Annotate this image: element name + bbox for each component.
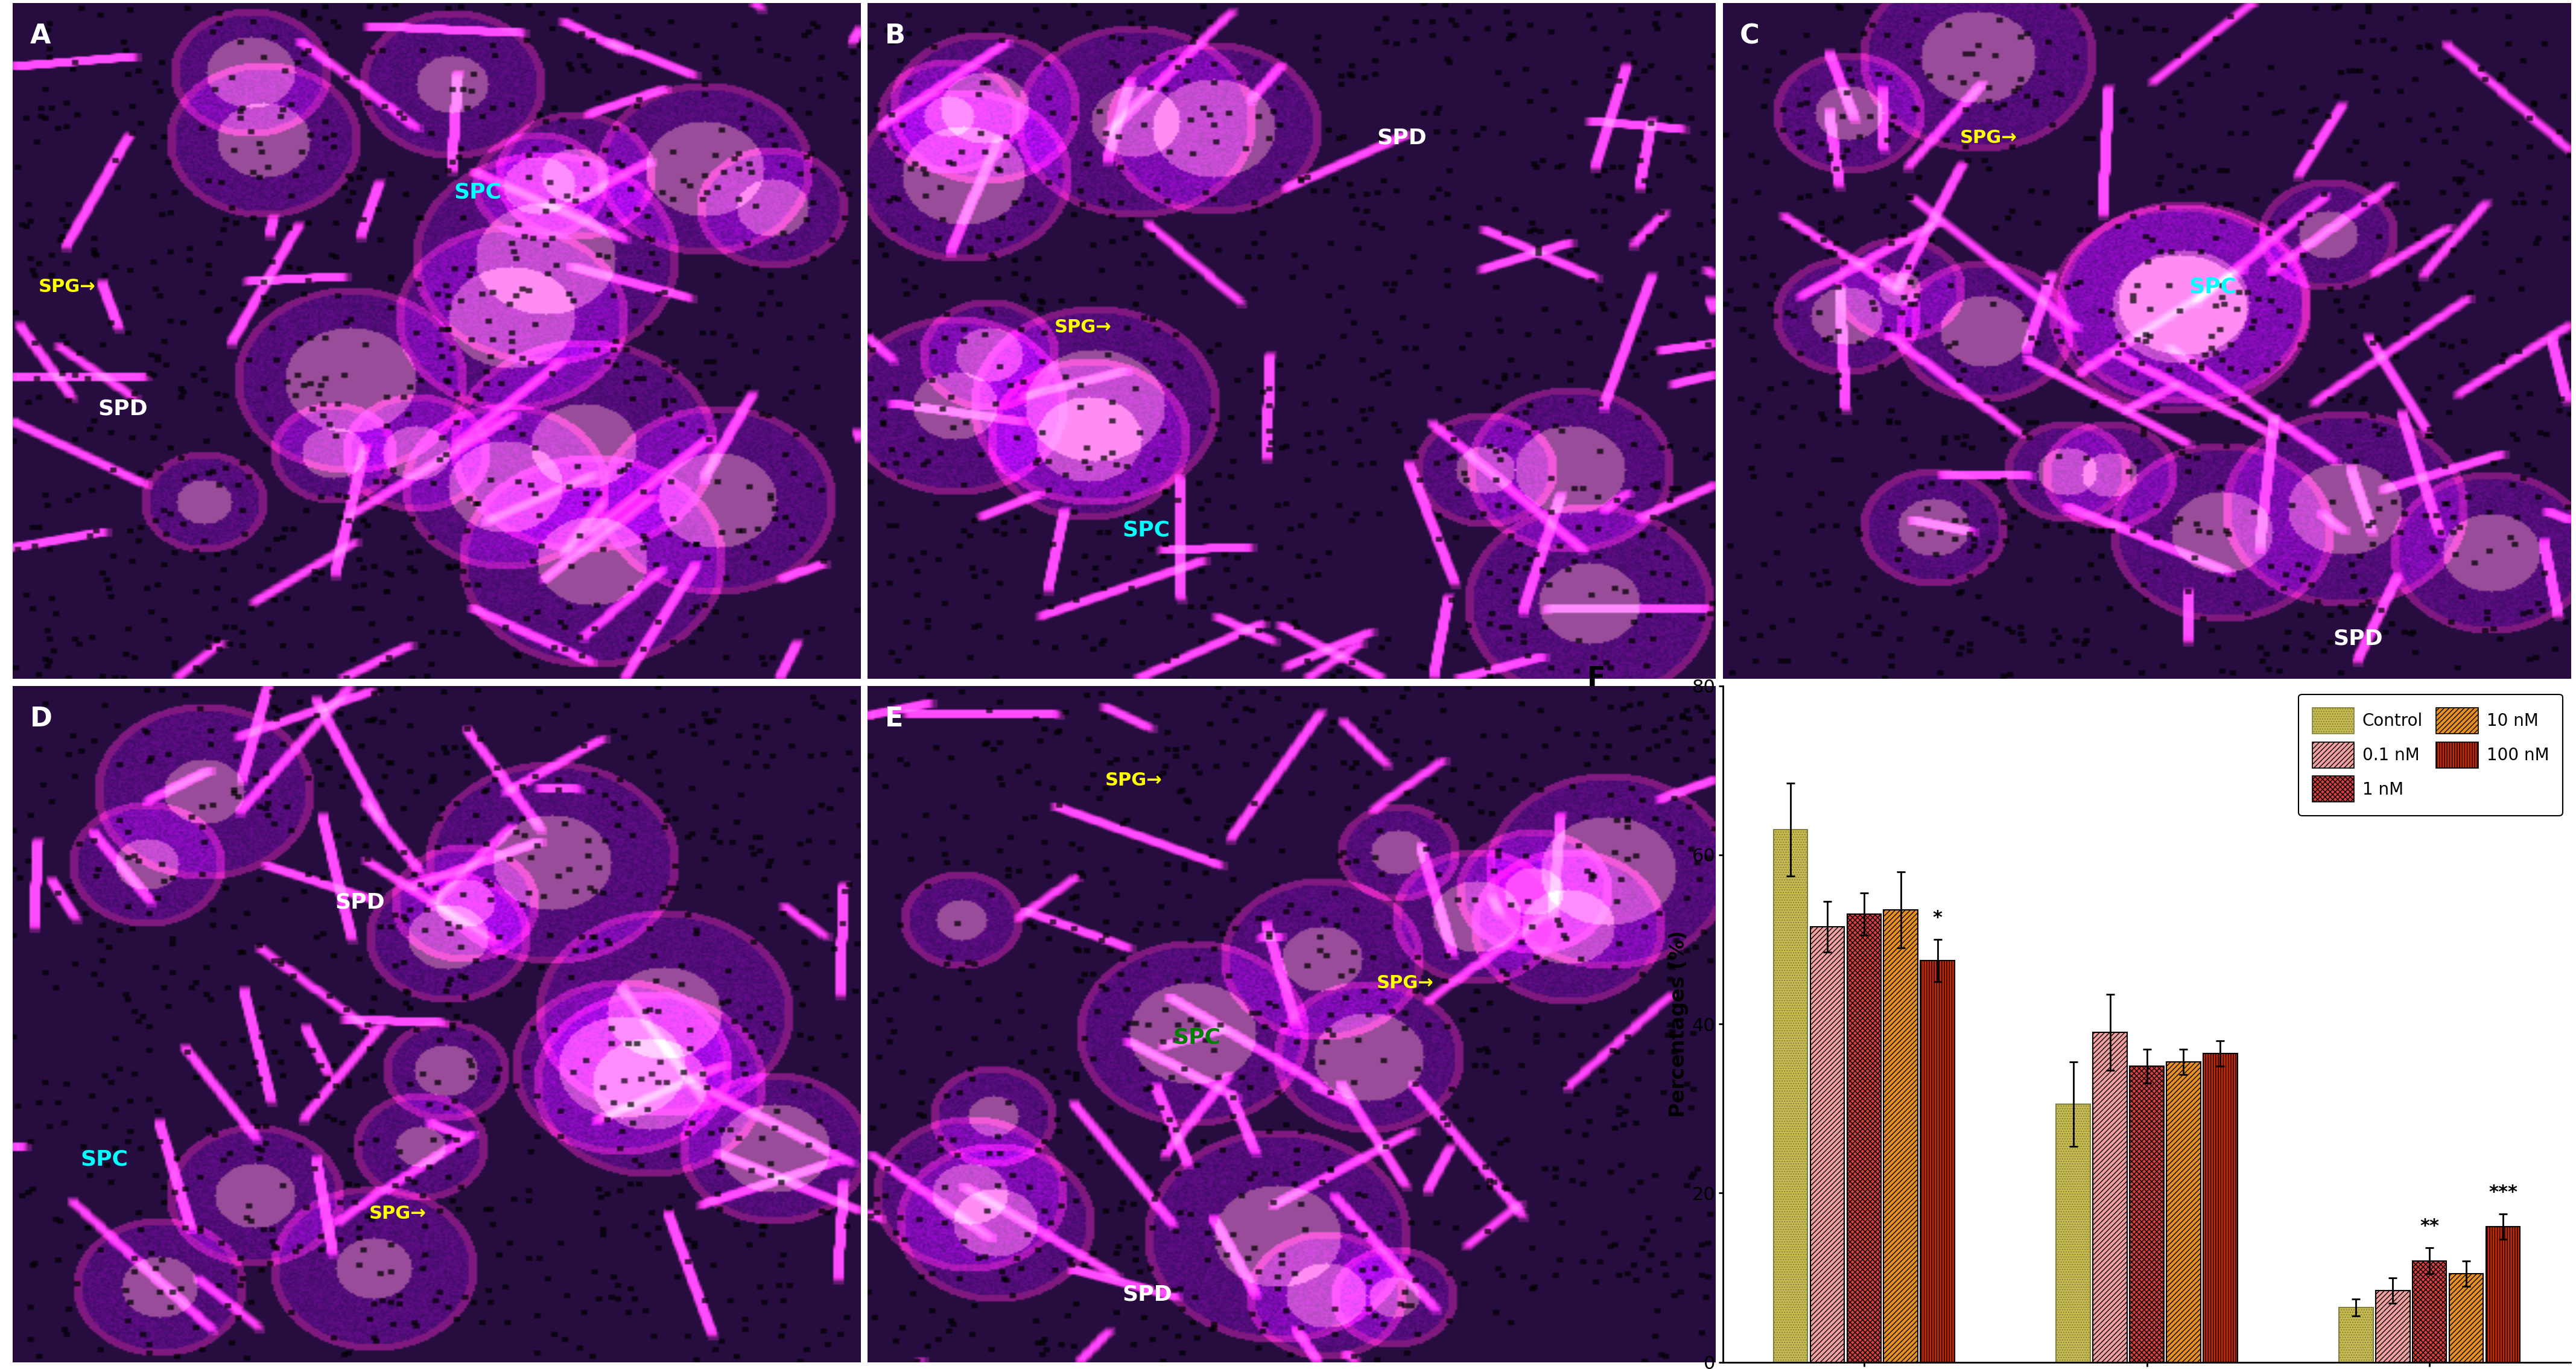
Text: SPD: SPD [1376, 127, 1427, 148]
Text: SPG→: SPG→ [1105, 772, 1162, 790]
Text: SPD: SPD [2334, 628, 2383, 649]
Text: SPD: SPD [98, 398, 147, 419]
Bar [2092, 1032, 2128, 1362]
Bar [1847, 914, 1880, 1362]
Text: SPC: SPC [1123, 520, 1170, 541]
Text: E: E [884, 706, 904, 732]
Bar [2486, 1227, 2519, 1362]
Bar [2450, 1273, 2483, 1362]
Bar [1811, 927, 1844, 1362]
Bar [2166, 1062, 2200, 1362]
Bar [1883, 910, 1919, 1362]
Bar [2056, 1105, 2089, 1362]
Text: SPC: SPC [453, 182, 502, 203]
Y-axis label: Percentages (%): Percentages (%) [1669, 931, 1690, 1117]
Bar [1922, 961, 1955, 1362]
Text: SPC: SPC [2190, 277, 2236, 297]
Text: SPG→: SPG→ [368, 1205, 425, 1223]
Text: B: B [884, 23, 904, 49]
Text: SPD: SPD [335, 893, 384, 913]
Text: F: F [1587, 665, 1605, 691]
Text: C: C [1739, 23, 1759, 49]
Text: SPC: SPC [1172, 1027, 1221, 1047]
Bar [2130, 1066, 2164, 1362]
Bar [2339, 1307, 2372, 1362]
Bar [2202, 1054, 2239, 1362]
Text: SPC: SPC [80, 1149, 129, 1169]
Text: SPG→: SPG→ [1054, 319, 1113, 337]
Legend: Control, 0.1 nM, 1 nM, 10 nM, 100 nM: Control, 0.1 nM, 1 nM, 10 nM, 100 nM [2298, 694, 2563, 816]
Text: **: ** [2419, 1218, 2439, 1235]
Bar [1772, 830, 1808, 1362]
Text: SPG→: SPG→ [39, 278, 95, 296]
Text: ***: *** [2488, 1184, 2517, 1202]
Text: SPG→: SPG→ [1960, 129, 2017, 146]
Text: SPD: SPD [1123, 1284, 1172, 1305]
Text: SPG→: SPG→ [1376, 975, 1435, 993]
Bar [2375, 1291, 2409, 1362]
Bar [2411, 1261, 2447, 1362]
Text: D: D [31, 706, 52, 732]
Text: A: A [31, 23, 52, 49]
Text: *: * [1932, 909, 1942, 927]
